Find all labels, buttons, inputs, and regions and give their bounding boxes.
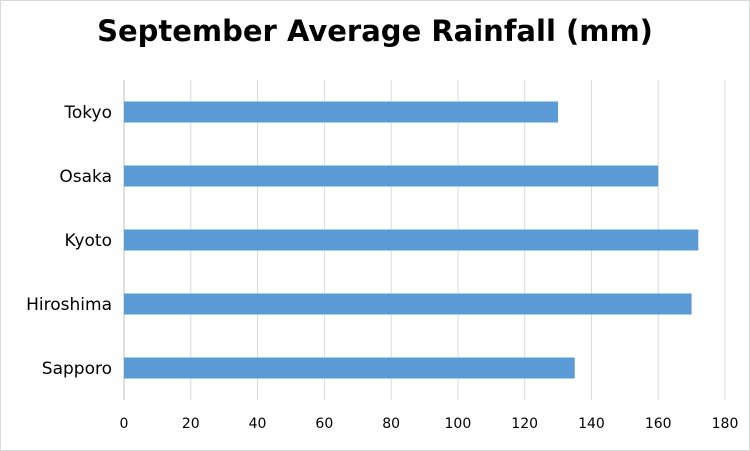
bar-kyoto bbox=[124, 229, 699, 251]
bar-osaka bbox=[124, 165, 659, 187]
bar-hiroshima bbox=[124, 293, 692, 315]
bars bbox=[124, 101, 699, 379]
category-label: Osaka bbox=[59, 167, 112, 187]
x-tick-label: 160 bbox=[645, 416, 672, 432]
category-axis: Tokyo Osaka Kyoto Hiroshima Sapporo bbox=[26, 103, 112, 379]
category-label: Hiroshima bbox=[26, 295, 112, 315]
x-tick-label: 140 bbox=[578, 416, 605, 432]
x-tick-label: 180 bbox=[712, 416, 739, 432]
category-label: Tokyo bbox=[63, 103, 112, 123]
x-tick-label: 100 bbox=[445, 416, 472, 432]
x-tick-label: 60 bbox=[315, 416, 333, 432]
category-label: Sapporo bbox=[42, 359, 112, 379]
x-tick-label: 20 bbox=[182, 416, 200, 432]
value-axis: 0 20 40 60 80 100 120 140 160 180 bbox=[120, 416, 739, 432]
bar-sapporo bbox=[124, 357, 575, 379]
category-label: Kyoto bbox=[65, 231, 112, 251]
x-tick-label: 80 bbox=[382, 416, 400, 432]
x-tick-label: 40 bbox=[249, 416, 267, 432]
x-tick-label: 0 bbox=[120, 416, 129, 432]
chart-title: September Average Rainfall (mm) bbox=[97, 14, 653, 48]
bar-tokyo bbox=[124, 101, 559, 123]
x-tick-label: 120 bbox=[511, 416, 538, 432]
